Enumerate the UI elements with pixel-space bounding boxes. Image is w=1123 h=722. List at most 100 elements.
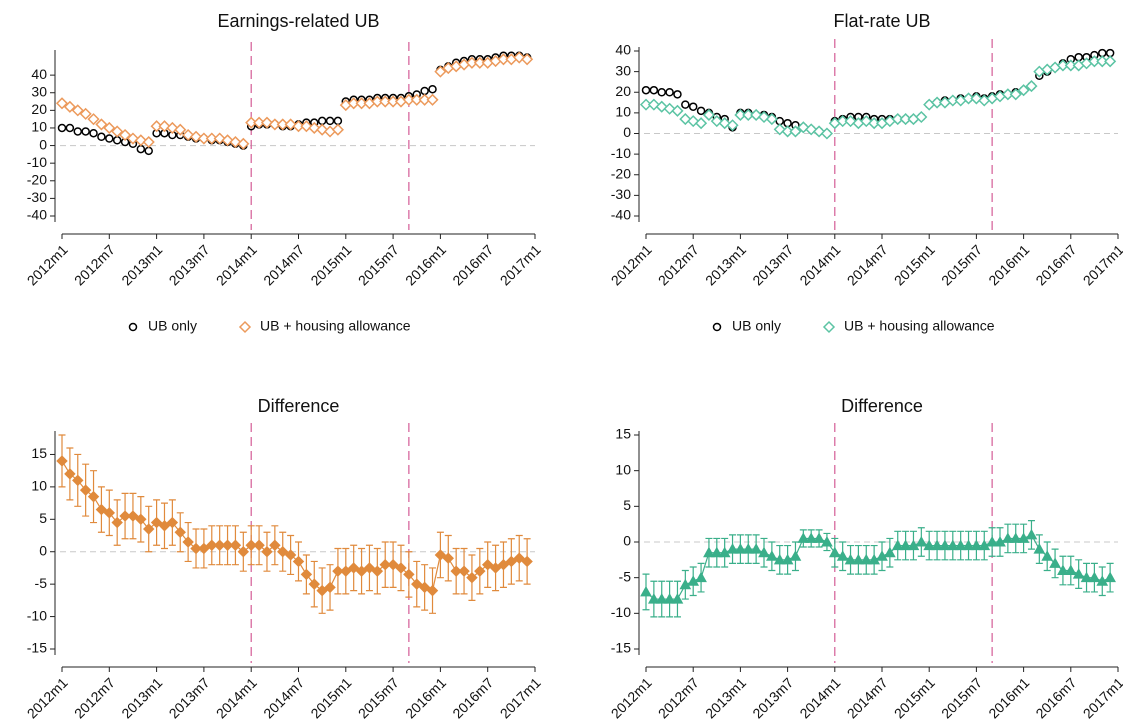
marker (679, 113, 692, 126)
marker (403, 568, 415, 581)
y-tick-label: 15 (31, 445, 47, 461)
marker (363, 562, 376, 574)
marker (340, 565, 352, 577)
marker (657, 88, 666, 97)
y-tick-label: -20 (27, 171, 47, 187)
y-tick-label: 30 (31, 83, 47, 99)
x-tick-label: 2012m7 (655, 674, 702, 721)
marker (679, 578, 692, 590)
marker (323, 125, 337, 138)
marker (710, 546, 723, 558)
marker (347, 97, 360, 110)
marker (1104, 571, 1116, 583)
marker (426, 584, 439, 597)
marker (331, 123, 344, 136)
marker (317, 116, 327, 126)
marker (931, 96, 944, 109)
marker (783, 118, 792, 128)
marker (325, 116, 335, 126)
marker (142, 135, 155, 149)
x-tick-label: 2016m1 (985, 674, 1032, 721)
marker (986, 535, 998, 547)
marker (182, 128, 195, 142)
marker (1041, 550, 1054, 561)
marker (781, 125, 794, 138)
y-tick-label: -10 (611, 145, 631, 161)
marker (962, 539, 975, 551)
y-tick-label: -30 (27, 189, 47, 205)
marker (1088, 571, 1101, 583)
marker (277, 546, 289, 558)
marker (891, 113, 904, 126)
y-tick-label: 0 (623, 533, 631, 549)
y-tick-label: -10 (611, 604, 631, 620)
marker (71, 104, 84, 117)
x-tick-label: 2017m1 (497, 674, 544, 721)
marker (505, 555, 518, 568)
marker (103, 121, 116, 135)
marker (81, 127, 90, 136)
marker (671, 104, 684, 117)
marker (111, 516, 123, 529)
marker (97, 132, 106, 141)
marker (284, 549, 297, 561)
marker (641, 85, 651, 95)
marker (308, 578, 320, 590)
marker (253, 116, 266, 129)
x-tick-label: 2012m1 (608, 674, 655, 721)
marker (474, 565, 486, 577)
marker (56, 455, 68, 467)
marker (663, 593, 676, 604)
marker (150, 516, 163, 529)
marker (822, 320, 836, 334)
panel: Earnings-related UB -40 -30 -20-10 010 20 3040… (24, 11, 544, 334)
marker (640, 585, 652, 597)
marker (521, 555, 533, 568)
marker (87, 113, 100, 126)
marker (95, 118, 108, 131)
marker (876, 550, 888, 561)
marker (750, 108, 763, 121)
marker (765, 113, 778, 126)
x-tick-label: 2013m1 (702, 241, 749, 288)
marker (450, 565, 462, 577)
x-tick-label: 2016m7 (449, 674, 496, 721)
marker (687, 575, 700, 586)
x-tick-label: 2012m7 (71, 241, 118, 288)
marker (775, 116, 784, 126)
x-tick-label: 2013m1 (702, 674, 749, 721)
marker (718, 546, 731, 558)
y-tick-label: 5 (623, 497, 631, 513)
x-tick-label: 2012m1 (24, 241, 71, 288)
y-tick-label: -10 (27, 154, 47, 170)
marker (237, 546, 250, 558)
marker (308, 121, 321, 135)
marker (1098, 48, 1107, 58)
marker (410, 93, 423, 106)
marker (489, 562, 502, 574)
marker (805, 532, 818, 543)
marker (1033, 543, 1046, 554)
y-tick-label: 10 (31, 478, 47, 494)
y-tick-label: -40 (27, 207, 47, 223)
marker (1009, 532, 1022, 543)
x-tick-label: 2013m7 (166, 241, 213, 288)
marker (962, 92, 975, 105)
marker (197, 132, 210, 145)
marker (773, 553, 786, 565)
marker (789, 125, 802, 138)
x-tick-label: 2015m1 (891, 241, 938, 288)
y-tick-label: 0 (623, 124, 631, 140)
legend-label: UB + housing allowance (844, 318, 995, 334)
marker (1105, 48, 1115, 58)
marker (144, 146, 153, 156)
marker (284, 118, 297, 131)
marker (860, 553, 873, 565)
x-tick-label: 2012m7 (655, 241, 702, 288)
marker (371, 95, 384, 108)
x-tick-label: 2016m7 (449, 241, 496, 288)
marker (946, 539, 959, 551)
marker (221, 134, 234, 147)
marker (160, 129, 169, 138)
